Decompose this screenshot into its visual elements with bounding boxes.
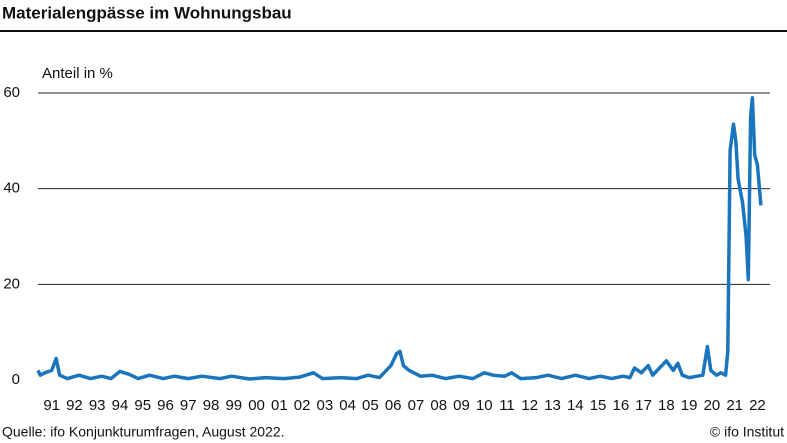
x-tick-label: 05	[362, 397, 379, 414]
x-tick-label: 20	[704, 397, 721, 414]
x-tick-label: 12	[521, 397, 538, 414]
chart-title: Materialengpässe im Wohnungsbau	[2, 3, 292, 22]
x-tick-label: 00	[248, 397, 265, 414]
x-tick-label: 06	[385, 397, 402, 414]
credit: © ifo Institut	[710, 424, 784, 440]
x-tick-label: 03	[317, 397, 334, 414]
x-tick-label: 10	[476, 397, 493, 414]
data-line	[36, 96, 763, 381]
source-note: Quelle: ifo Konjunkturumfragen, August 2…	[2, 424, 285, 440]
x-tick-label: 22	[749, 397, 766, 414]
x-tick-label: 14	[567, 397, 584, 414]
x-tick-label: 11	[499, 397, 515, 414]
x-tick-label: 18	[658, 397, 675, 414]
x-tick-label: 92	[66, 397, 83, 414]
x-tick-label: 96	[157, 397, 174, 414]
x-tick-label: 07	[408, 397, 425, 414]
x-tick-label: 09	[453, 397, 470, 414]
x-tick-label: 94	[112, 397, 129, 414]
y-tick-label: 60	[3, 84, 20, 101]
x-tick-label: 98	[203, 397, 220, 414]
x-tick-label: 16	[612, 397, 629, 414]
x-tick-label: 93	[89, 397, 106, 414]
x-tick-label: 21	[726, 397, 743, 414]
x-tick-label: 95	[134, 397, 151, 414]
y-tick-label: 40	[3, 180, 20, 197]
y-axis-label: Anteil in %	[42, 65, 113, 82]
x-tick-label: 13	[544, 397, 561, 414]
x-tick-label: 01	[271, 397, 288, 414]
x-tick-label: 04	[339, 397, 356, 414]
x-tick-label: 91	[43, 397, 60, 414]
x-tick-label: 19	[681, 397, 698, 414]
x-tick-label: 99	[225, 397, 242, 414]
x-tick-label: 08	[430, 397, 447, 414]
y-tick-label: 0	[12, 371, 20, 388]
x-tick-label: 02	[294, 397, 311, 414]
x-tick-label: 17	[635, 397, 652, 414]
x-tick-label: 15	[590, 397, 607, 414]
x-tick-label: 97	[180, 397, 197, 414]
y-tick-label: 20	[3, 275, 20, 292]
